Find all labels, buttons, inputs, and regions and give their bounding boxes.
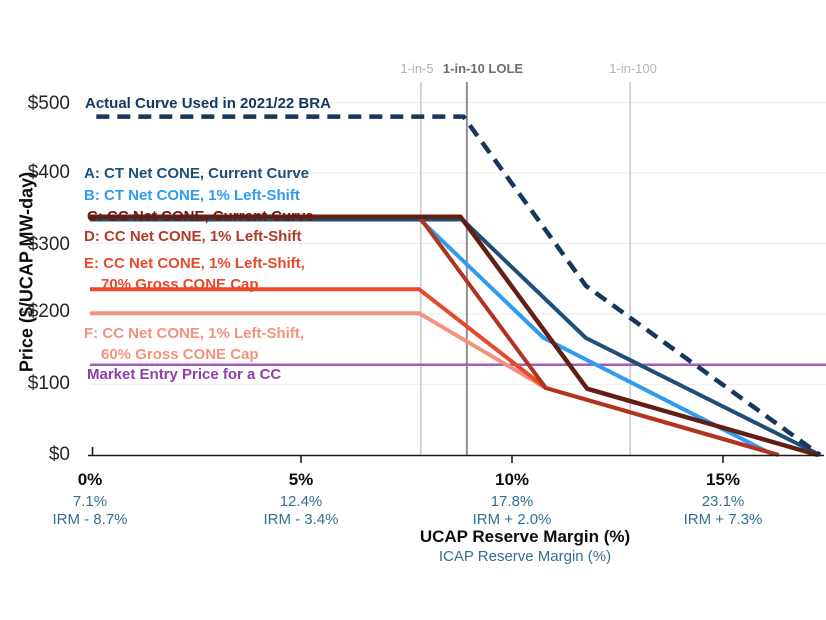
x-tick-icap: 17.8% xyxy=(490,493,534,510)
series-bra xyxy=(96,114,822,457)
x-tick-icap: 23.1% xyxy=(701,493,745,510)
curve-label-d: D: CC Net CONE, 1% Left-Shift xyxy=(84,228,302,245)
y-tick-label: $500 xyxy=(27,93,70,114)
y-tick-label: $0 xyxy=(48,444,70,465)
x-tick-irm: IRM - 3.4% xyxy=(263,511,339,528)
x-tick-ucap: 10% xyxy=(494,470,530,489)
series-a xyxy=(90,217,821,457)
series-c xyxy=(90,214,819,458)
x-tick-icap: 12.4% xyxy=(279,493,323,510)
curve-label-b: B: CT Net CONE, 1% Left-Shift xyxy=(84,187,300,204)
x-tick-irm: IRM + 7.3% xyxy=(683,511,763,528)
x-tick-irm: IRM + 2.0% xyxy=(472,511,552,528)
x-tick-icap: 7.1% xyxy=(72,493,108,510)
curve-label-a: A: CT Net CONE, Current Curve xyxy=(84,165,310,182)
x-tick-irm: IRM - 8.7% xyxy=(52,511,128,528)
curve-label-e-line1: E: CC Net CONE, 1% Left-Shift, xyxy=(84,255,305,272)
x-tick-ucap: 5% xyxy=(288,470,314,489)
curve-label-f-line2: 60% Gross CONE Cap xyxy=(101,346,259,363)
curve-label-market-entry: Market Entry Price for a CC xyxy=(87,366,282,383)
y-axis-title: Price ($/UCAP MW-day) xyxy=(16,171,37,373)
y-tick-label: $300 xyxy=(27,234,70,255)
ref-line-label-1-in-5: 1-in-5 xyxy=(400,61,434,76)
curve-label-e-line2: 70% Gross CONE Cap xyxy=(101,276,259,293)
curve-label-c: C: CC Net CONE, Current Curve xyxy=(87,208,314,225)
x-tick-ucap: 15% xyxy=(705,470,741,489)
x-axis-title-icap: ICAP Reserve Margin (%) xyxy=(438,548,612,565)
ref-line-label-1-in-10: 1-in-10 LOLE xyxy=(442,61,524,76)
curve-label-f-line1: F: CC Net CONE, 1% Left-Shift, xyxy=(84,325,304,342)
y-tick-label: $400 xyxy=(27,162,70,183)
x-tick-ucap: 0% xyxy=(77,470,103,489)
x-axis-title-ucap: UCAP Reserve Margin (%) xyxy=(419,527,631,546)
y-tick-label: $100 xyxy=(27,373,70,394)
y-tick-label: $200 xyxy=(27,301,70,322)
ref-line-label-1-in-100: 1-in-100 xyxy=(609,61,657,76)
curve-label-bra: Actual Curve Used in 2021/22 BRA xyxy=(85,95,331,112)
